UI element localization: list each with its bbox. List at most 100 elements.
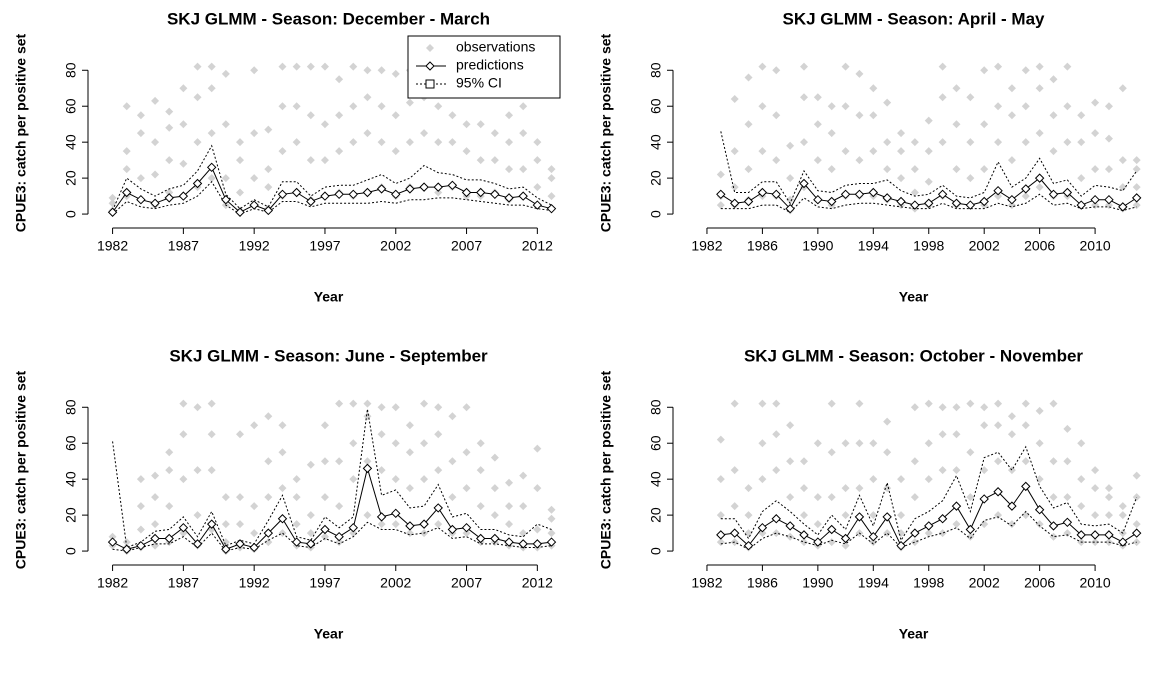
observation-point	[193, 93, 202, 102]
observation-point	[476, 156, 485, 165]
observation-point	[772, 430, 781, 439]
observation-point	[1049, 75, 1058, 84]
observation-point	[910, 403, 919, 412]
prediction-point	[937, 189, 948, 200]
observation-point	[855, 69, 864, 78]
observation-point	[533, 156, 542, 165]
observation-point	[250, 174, 259, 183]
prediction-point	[391, 189, 401, 200]
prediction-point	[910, 528, 920, 538]
prediction-point	[993, 185, 1003, 196]
observation-point	[924, 116, 933, 125]
observation-point	[855, 439, 864, 448]
prediction-line	[112, 166, 552, 213]
observation-point	[744, 120, 753, 129]
observation-point	[1091, 201, 1100, 210]
observation-point	[236, 138, 245, 147]
x-tick-label: 1987	[168, 575, 199, 591]
observation-point	[151, 138, 160, 147]
observation-point	[122, 147, 131, 156]
observation-point	[786, 141, 795, 150]
observation-point	[151, 170, 160, 179]
observation-point	[349, 529, 358, 538]
observation-point	[264, 457, 273, 466]
observation-point	[335, 538, 344, 547]
observation-point	[547, 192, 556, 201]
observation-point	[910, 493, 919, 502]
prediction-point	[362, 187, 373, 198]
observation-point	[855, 111, 864, 120]
observation-point	[236, 188, 245, 197]
observation-point	[772, 466, 781, 475]
prediction-point	[896, 196, 906, 207]
prediction-point	[882, 193, 892, 203]
observation-point	[813, 439, 822, 448]
prediction-point	[1062, 517, 1073, 528]
observation-point	[250, 129, 259, 138]
observation-point	[476, 466, 485, 475]
ci-upper-line	[112, 144, 552, 211]
observation-point	[1007, 84, 1016, 93]
observation-point	[391, 403, 400, 412]
observation-point	[547, 529, 556, 538]
observation-point	[730, 399, 739, 408]
observation-point	[377, 430, 386, 439]
prediction-point	[532, 200, 543, 210]
observation-point	[897, 129, 906, 138]
observation-point	[207, 129, 216, 138]
prediction-point	[178, 522, 189, 533]
prediction-point	[291, 187, 302, 198]
observation-point	[1063, 138, 1072, 147]
observation-point	[405, 448, 414, 457]
observation-point	[952, 84, 961, 93]
y-tick-label: 0	[63, 547, 79, 555]
x-tick-label: 1998	[913, 238, 944, 254]
observation-point	[730, 183, 739, 192]
prediction-point	[1118, 202, 1128, 212]
observation-point	[264, 412, 273, 421]
prediction-point	[136, 540, 146, 551]
observation-point	[1035, 129, 1044, 138]
observation-point	[476, 502, 485, 511]
prediction-point	[447, 180, 458, 191]
observation-point	[462, 484, 471, 493]
observation-point	[1035, 475, 1044, 484]
observation-point	[264, 493, 273, 502]
observation-point	[758, 399, 767, 408]
observation-point	[1104, 134, 1113, 143]
y-tick-label: 80	[63, 62, 79, 78]
observation-point	[938, 529, 947, 538]
observation-point	[980, 520, 989, 529]
prediction-point	[854, 512, 865, 522]
observation-point	[1007, 412, 1016, 421]
y-tick-label: 20	[63, 170, 79, 186]
observation-point	[1021, 457, 1030, 466]
observation-point	[165, 502, 174, 511]
ci-lower-line	[720, 193, 1137, 213]
prediction-point	[235, 207, 245, 217]
observation-point	[250, 421, 259, 430]
observation-point	[1118, 84, 1127, 93]
observation-point	[841, 102, 850, 111]
prediction-point	[249, 542, 259, 553]
observation-point	[786, 421, 795, 430]
prediction-point	[136, 194, 146, 205]
panel: SKJ GLMM - Season: June - September Year C…	[13, 346, 557, 642]
prediction-point	[504, 537, 514, 547]
observation-point	[883, 165, 892, 174]
observation-point	[462, 403, 471, 412]
observation-point	[490, 129, 499, 138]
observation-point	[1021, 102, 1030, 111]
observation-point	[505, 520, 514, 529]
prediction-point	[1021, 481, 1031, 492]
observation-point	[533, 183, 542, 192]
observation-point	[1132, 520, 1141, 529]
legend-symbol	[425, 79, 435, 89]
prediction-point	[433, 182, 443, 192]
observation-point	[420, 475, 429, 484]
prediction-point	[1090, 530, 1100, 540]
observation-point	[490, 453, 499, 462]
observation-point	[434, 102, 443, 111]
observation-point	[136, 525, 145, 534]
